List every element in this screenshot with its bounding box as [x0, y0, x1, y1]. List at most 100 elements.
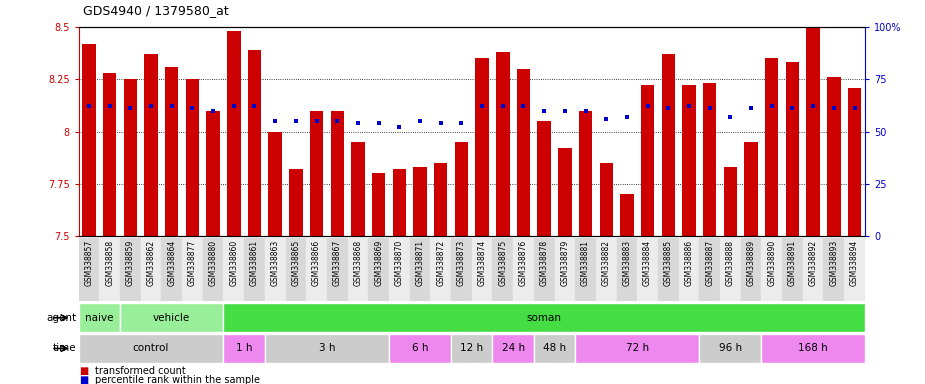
- Bar: [661, 54, 675, 236]
- Bar: [554, 238, 575, 301]
- Bar: [286, 238, 306, 301]
- Bar: [783, 238, 803, 301]
- Bar: [265, 334, 389, 363]
- Text: GSM338860: GSM338860: [229, 240, 239, 286]
- Text: GSM338885: GSM338885: [664, 240, 672, 286]
- Bar: [741, 238, 761, 301]
- Text: naive: naive: [85, 313, 114, 323]
- Text: GSM338866: GSM338866: [312, 240, 321, 286]
- Text: 48 h: 48 h: [543, 343, 566, 354]
- Bar: [575, 334, 699, 363]
- Text: GSM338889: GSM338889: [746, 240, 756, 286]
- Bar: [186, 79, 199, 236]
- Text: GSM338865: GSM338865: [291, 240, 301, 286]
- Text: GSM338873: GSM338873: [457, 240, 466, 286]
- Text: GSM338870: GSM338870: [395, 240, 404, 286]
- Bar: [290, 169, 302, 236]
- Bar: [455, 142, 468, 236]
- Bar: [745, 142, 758, 236]
- Text: GSM338894: GSM338894: [850, 240, 859, 286]
- Bar: [434, 163, 448, 236]
- Bar: [558, 148, 572, 236]
- Bar: [599, 163, 613, 236]
- Bar: [144, 54, 158, 236]
- Bar: [699, 334, 761, 363]
- Text: GSM338892: GSM338892: [808, 240, 818, 286]
- Bar: [761, 334, 865, 363]
- Bar: [517, 69, 530, 236]
- Bar: [679, 238, 699, 301]
- Bar: [248, 50, 261, 236]
- Bar: [352, 142, 364, 236]
- Bar: [451, 334, 492, 363]
- Bar: [658, 238, 679, 301]
- Text: GSM338883: GSM338883: [623, 240, 632, 286]
- Bar: [579, 111, 592, 236]
- Bar: [268, 132, 282, 236]
- Bar: [224, 303, 865, 332]
- Bar: [124, 79, 137, 236]
- Text: 72 h: 72 h: [625, 343, 648, 354]
- Bar: [683, 86, 696, 236]
- Bar: [765, 58, 779, 236]
- Text: GSM338867: GSM338867: [333, 240, 341, 286]
- Bar: [803, 238, 823, 301]
- Text: GSM338884: GSM338884: [643, 240, 652, 286]
- Bar: [348, 238, 368, 301]
- Bar: [575, 238, 596, 301]
- Bar: [785, 63, 799, 236]
- Bar: [807, 27, 820, 236]
- Bar: [165, 67, 179, 236]
- Bar: [537, 121, 551, 236]
- Bar: [492, 334, 534, 363]
- Text: time: time: [53, 343, 77, 354]
- Bar: [141, 238, 161, 301]
- Bar: [827, 77, 841, 236]
- Text: GSM338882: GSM338882: [602, 240, 611, 286]
- Text: GSM338864: GSM338864: [167, 240, 177, 286]
- Bar: [720, 238, 741, 301]
- Text: vehicle: vehicle: [154, 313, 191, 323]
- Bar: [848, 88, 861, 236]
- Bar: [392, 169, 406, 236]
- Bar: [699, 238, 720, 301]
- Bar: [413, 167, 426, 236]
- Bar: [620, 194, 634, 236]
- Text: GSM338871: GSM338871: [415, 240, 425, 286]
- Bar: [823, 238, 845, 301]
- Bar: [99, 238, 120, 301]
- Text: GSM338858: GSM338858: [105, 240, 114, 286]
- Text: GSM338872: GSM338872: [437, 240, 445, 286]
- Text: 24 h: 24 h: [501, 343, 524, 354]
- Bar: [265, 238, 286, 301]
- Text: GSM338876: GSM338876: [519, 240, 528, 286]
- Bar: [703, 83, 717, 236]
- Bar: [451, 238, 472, 301]
- Bar: [182, 238, 203, 301]
- Bar: [430, 238, 451, 301]
- Text: transformed count: transformed count: [95, 366, 186, 376]
- Bar: [206, 111, 220, 236]
- Text: GSM338891: GSM338891: [788, 240, 797, 286]
- Text: GSM338881: GSM338881: [581, 240, 590, 286]
- Text: GSM338874: GSM338874: [477, 240, 487, 286]
- Text: GSM338857: GSM338857: [84, 240, 93, 286]
- Bar: [723, 167, 737, 236]
- Bar: [310, 111, 324, 236]
- Text: GSM338868: GSM338868: [353, 240, 363, 286]
- Text: GSM338859: GSM338859: [126, 240, 135, 286]
- Text: GSM338869: GSM338869: [374, 240, 383, 286]
- Text: control: control: [133, 343, 169, 354]
- Bar: [534, 238, 554, 301]
- Bar: [368, 238, 389, 301]
- Bar: [224, 238, 244, 301]
- Bar: [410, 238, 430, 301]
- Bar: [79, 334, 224, 363]
- Bar: [641, 86, 654, 236]
- Text: ■: ■: [79, 375, 88, 384]
- Bar: [306, 238, 327, 301]
- Text: GSM338877: GSM338877: [188, 240, 197, 286]
- Text: GSM338890: GSM338890: [767, 240, 776, 286]
- Text: 12 h: 12 h: [460, 343, 483, 354]
- Bar: [203, 238, 224, 301]
